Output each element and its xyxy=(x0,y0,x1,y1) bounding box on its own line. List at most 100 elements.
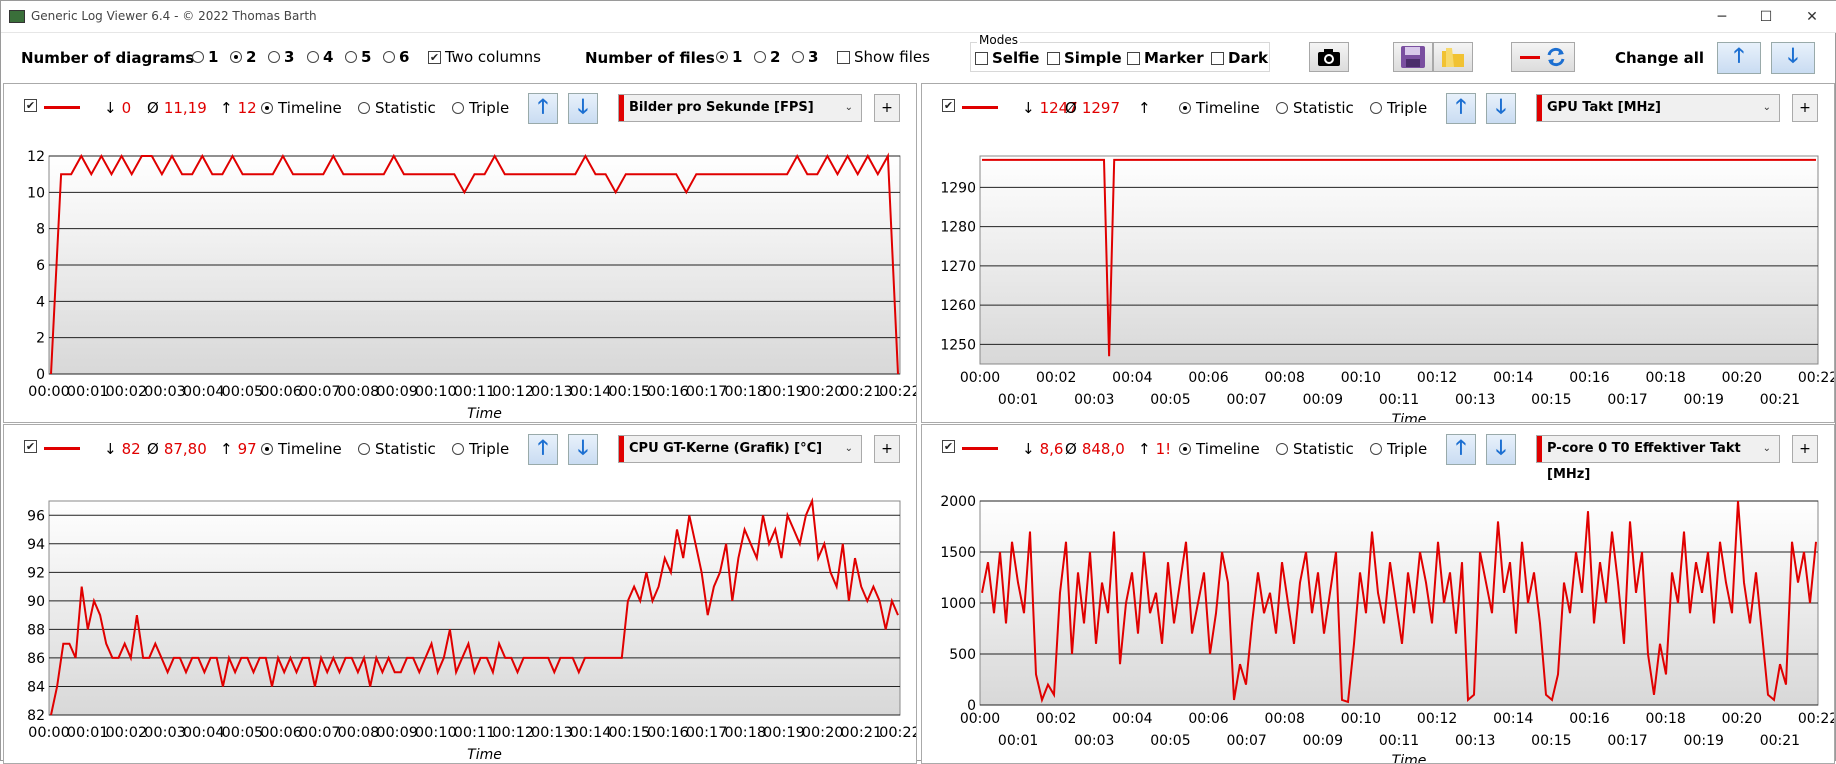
move-down-button[interactable]: 🡓 xyxy=(1486,434,1516,465)
move-up-button[interactable]: 🡑 xyxy=(528,93,558,124)
radio-circle[interactable] xyxy=(307,51,319,63)
mode-triple-radio[interactable]: Triple xyxy=(452,440,509,458)
open-folder-button[interactable] xyxy=(1433,42,1473,72)
mode-timeline-radio[interactable]: Timeline xyxy=(1179,440,1260,458)
sensor-select[interactable]: P-core 0 T0 Effektiver Takt [MHz] ⌄ xyxy=(1536,435,1780,482)
radio-circle[interactable] xyxy=(754,51,766,63)
radio-circle[interactable] xyxy=(452,102,464,114)
y-tick-label: 1000 xyxy=(940,596,976,612)
two-columns-checkbox[interactable]: Two columns xyxy=(428,48,541,66)
checkbox[interactable] xyxy=(942,99,955,112)
checkbox[interactable] xyxy=(428,50,441,64)
diagrams-radio-1[interactable]: 1 xyxy=(192,48,218,66)
avg-symbol-icon: Ø xyxy=(147,440,159,458)
mode-simple-checkbox[interactable]: Simple xyxy=(1047,49,1122,67)
change-all-up-button[interactable]: 🡑 xyxy=(1717,42,1761,74)
x-tick-label: 00:14 xyxy=(570,725,612,741)
mode-timeline-radio[interactable]: Timeline xyxy=(261,440,342,458)
mode-dark-checkbox[interactable]: Dark xyxy=(1211,49,1268,67)
checkbox[interactable] xyxy=(837,50,850,64)
series-visible-checkbox[interactable] xyxy=(24,99,37,112)
change-color-button[interactable] xyxy=(1511,42,1575,72)
screenshot-button[interactable] xyxy=(1309,42,1349,72)
radio-circle[interactable] xyxy=(358,443,370,455)
radio-circle[interactable] xyxy=(452,443,464,455)
checkbox[interactable] xyxy=(975,51,988,65)
mode-selfie-checkbox[interactable]: Selfie xyxy=(975,49,1039,67)
minimize-button[interactable]: ─ xyxy=(1717,9,1727,25)
diagrams-radio-5[interactable]: 5 xyxy=(345,48,371,66)
y-tick-label: 10 xyxy=(27,185,45,201)
move-up-button[interactable]: 🡑 xyxy=(528,434,558,465)
radio-circle[interactable] xyxy=(1179,102,1191,114)
move-up-button[interactable]: 🡑 xyxy=(1446,93,1476,124)
files-radio-2[interactable]: 2 xyxy=(754,48,780,66)
radio-circle[interactable] xyxy=(1276,102,1288,114)
x-tick-label: 00:13 xyxy=(1455,733,1495,749)
sensor-select[interactable]: GPU Takt [MHz] ⌄ xyxy=(1536,94,1780,122)
add-series-button[interactable]: + xyxy=(874,435,900,463)
move-down-button[interactable]: 🡓 xyxy=(568,434,598,465)
add-series-button[interactable]: + xyxy=(874,94,900,122)
diagrams-radio-3[interactable]: 3 xyxy=(268,48,294,66)
mode-triple-radio[interactable]: Triple xyxy=(452,99,509,117)
radio-circle[interactable] xyxy=(230,51,242,63)
sensor-select[interactable]: CPU GT-Kerne (Grafik) [°C] ⌄ xyxy=(618,435,862,463)
radio-circle[interactable] xyxy=(345,51,357,63)
series-color-swatch[interactable] xyxy=(44,447,80,450)
radio-circle[interactable] xyxy=(383,51,395,63)
mode-statistic-radio[interactable]: Statistic xyxy=(358,99,436,117)
radio-circle[interactable] xyxy=(1179,443,1191,455)
move-up-button[interactable]: 🡑 xyxy=(1446,434,1476,465)
radio-circle[interactable] xyxy=(192,51,204,63)
mode-statistic-radio[interactable]: Statistic xyxy=(358,440,436,458)
x-tick-label: 00:07 xyxy=(1226,392,1266,408)
checkbox[interactable] xyxy=(24,99,37,112)
radio-circle[interactable] xyxy=(716,51,728,63)
series-color-swatch[interactable] xyxy=(962,447,998,450)
series-color-swatch[interactable] xyxy=(44,106,80,109)
checkbox[interactable] xyxy=(1127,51,1140,65)
checkbox[interactable] xyxy=(1047,51,1060,65)
series-visible-checkbox[interactable] xyxy=(24,440,37,453)
diagrams-radio-4[interactable]: 4 xyxy=(307,48,333,66)
radio-circle[interactable] xyxy=(1370,443,1382,455)
series-color-swatch[interactable] xyxy=(962,106,998,109)
show-files-checkbox[interactable]: Show files xyxy=(837,48,930,66)
diagrams-radio-2[interactable]: 2 xyxy=(230,48,256,66)
radio-circle[interactable] xyxy=(1370,102,1382,114)
mode-triple-radio[interactable]: Triple xyxy=(1370,99,1427,117)
radio-circle[interactable] xyxy=(1276,443,1288,455)
add-series-button[interactable]: + xyxy=(1792,435,1818,463)
plus-icon: + xyxy=(881,100,893,116)
mode-triple-radio[interactable]: Triple xyxy=(1370,440,1427,458)
files-radio-1[interactable]: 1 xyxy=(716,48,742,66)
radio-circle[interactable] xyxy=(268,51,280,63)
radio-circle[interactable] xyxy=(792,51,804,63)
diagrams-radio-6[interactable]: 6 xyxy=(383,48,409,66)
checkbox[interactable] xyxy=(942,440,955,453)
sensor-select[interactable]: Bilder pro Sekunde [FPS] ⌄ xyxy=(618,94,862,122)
mode-timeline-radio[interactable]: Timeline xyxy=(261,99,342,117)
mode-statistic-radio[interactable]: Statistic xyxy=(1276,99,1354,117)
add-series-button[interactable]: + xyxy=(1792,94,1818,122)
close-button[interactable]: ✕ xyxy=(1806,9,1818,25)
series-visible-checkbox[interactable] xyxy=(942,440,955,453)
move-down-button[interactable]: 🡓 xyxy=(568,93,598,124)
change-all-down-button[interactable]: 🡓 xyxy=(1771,42,1815,74)
checkbox[interactable] xyxy=(1211,51,1224,65)
files-radio-3[interactable]: 3 xyxy=(792,48,818,66)
radio-circle[interactable] xyxy=(358,102,370,114)
mode-marker-checkbox[interactable]: Marker xyxy=(1127,49,1204,67)
mode-statistic-radio[interactable]: Statistic xyxy=(1276,440,1354,458)
checkbox[interactable] xyxy=(24,440,37,453)
save-button[interactable] xyxy=(1393,42,1433,72)
min-value: ↓ 8,6 xyxy=(1022,440,1063,458)
maximize-button[interactable]: ☐ xyxy=(1759,9,1773,25)
mode-timeline-radio[interactable]: Timeline xyxy=(1179,99,1260,117)
move-down-button[interactable]: 🡓 xyxy=(1486,93,1516,124)
radio-circle[interactable] xyxy=(261,443,273,455)
series-visible-checkbox[interactable] xyxy=(942,99,955,112)
radio-circle[interactable] xyxy=(261,102,273,114)
